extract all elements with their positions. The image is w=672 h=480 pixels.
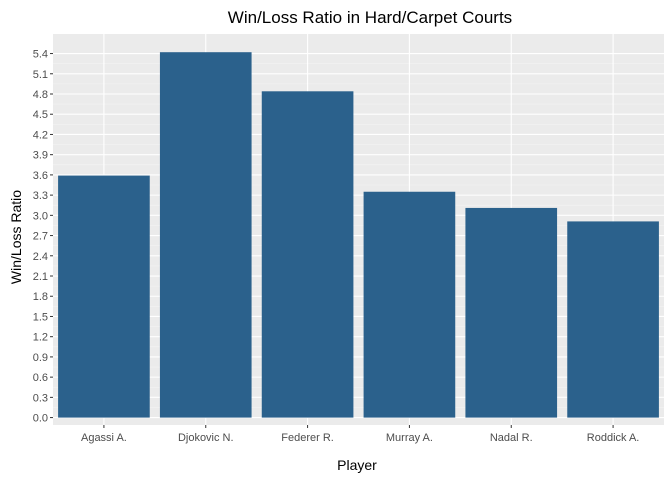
x-tick-label: Murray A. [386, 432, 433, 444]
y-tick-label: 2.7 [33, 231, 48, 243]
y-tick-label: 5.4 [33, 49, 48, 61]
y-tick-label: 3.9 [33, 150, 48, 162]
x-tick-label: Agassi A. [81, 432, 127, 444]
y-tick-label: 1.8 [33, 291, 48, 303]
chart-title: Win/Loss Ratio in Hard/Carpet Courts [228, 8, 512, 27]
bars [58, 52, 659, 418]
bar-murray-a [363, 191, 456, 418]
y-tick-label: 5.1 [33, 69, 48, 81]
y-tick-label: 4.5 [33, 109, 48, 121]
grid-lines [53, 34, 664, 425]
x-tick-label: Federer R. [281, 432, 334, 444]
y-tick-label: 0.3 [33, 392, 48, 404]
x-axis: Agassi A. Djokovic N. Federer R. Murray A. N… [81, 425, 639, 444]
y-tick-label: 0.0 [33, 413, 48, 425]
bar-djokovic-n [159, 52, 252, 418]
x-tick-label: Nadal R. [490, 432, 533, 444]
y-tick-label: 3.6 [33, 170, 48, 182]
bar-roddick-a [567, 221, 659, 418]
plot-panel [53, 34, 664, 425]
x-tick-label: Djokovic N. [178, 432, 234, 444]
y-tick-label: 2.1 [33, 271, 48, 283]
x-axis-title: Player [337, 457, 377, 473]
y-tick-label: 3.0 [33, 210, 48, 222]
y-tick-label: 0.6 [33, 372, 48, 384]
y-axis: 0.0 0.3 0.6 0.9 1.2 1.5 1.8 2.1 2.4 2.7 3.0 3.3 3.6 3… [33, 49, 53, 425]
y-tick-label: 2.4 [33, 251, 48, 263]
y-axis-title: Win/Loss Ratio [8, 190, 24, 284]
bar-federer-r [261, 91, 354, 418]
y-tick-label: 0.9 [33, 352, 48, 364]
y-tick-label: 1.5 [33, 311, 48, 323]
bar-nadal-r [465, 207, 558, 418]
y-tick-label: 1.2 [33, 332, 48, 344]
y-tick-label: 3.3 [33, 190, 48, 202]
bar-agassi-a [58, 175, 150, 418]
y-tick-label: 4.8 [33, 89, 48, 101]
x-tick-label: Roddick A. [587, 432, 640, 444]
y-tick-label: 4.2 [33, 129, 48, 141]
